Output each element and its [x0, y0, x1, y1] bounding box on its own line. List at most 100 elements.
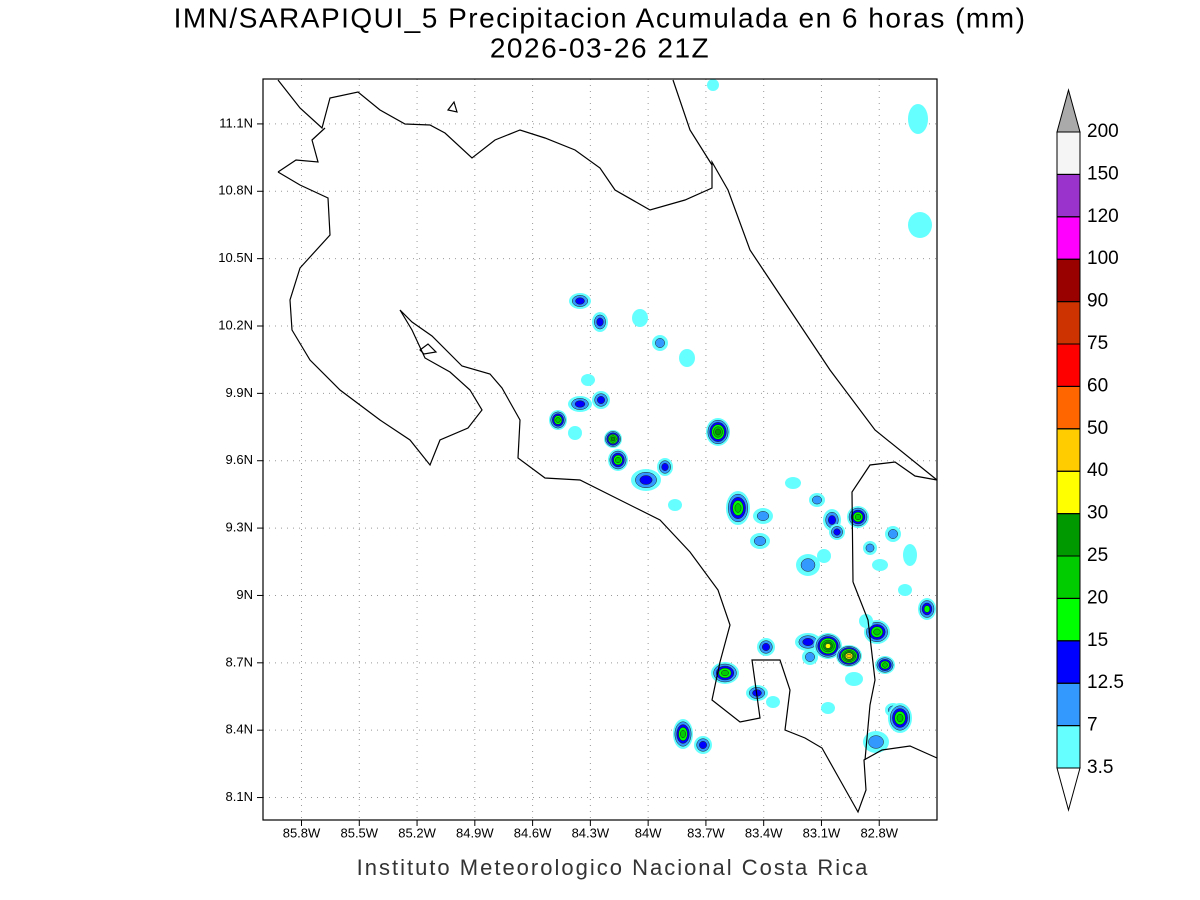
lon-tick-label: 83.4W	[745, 825, 783, 840]
rain-cell	[699, 741, 707, 749]
rain-cell	[817, 549, 831, 563]
rain-cell	[908, 212, 932, 238]
rain-cell	[568, 426, 582, 440]
rain-cell	[865, 543, 875, 553]
lon-tick-label: 84W	[635, 825, 662, 840]
rain-cell	[923, 605, 931, 613]
footer: Instituto Meteorologico Nacional Costa R…	[357, 855, 870, 880]
colorbar-label: 100	[1087, 248, 1119, 269]
precipitation-field	[549, 79, 936, 754]
rain-cell	[812, 495, 822, 505]
rain-cell	[632, 309, 648, 327]
coastline	[277, 79, 938, 481]
rain-cell	[833, 528, 841, 536]
lat-tick-label: 10.2N	[218, 317, 253, 332]
rain-cell	[575, 297, 585, 305]
rain-cell	[679, 349, 695, 367]
lon-tick-label: 82.8W	[860, 825, 898, 840]
colorbar-box	[1056, 513, 1081, 557]
colorbar-box	[1056, 640, 1081, 684]
lon-tick-label: 83.7W	[687, 825, 725, 840]
title: IMN/SARAPIQUI_5 Precipitacion Acumulada …	[174, 2, 1027, 33]
colorbar-box	[1056, 470, 1081, 515]
rain-cell	[896, 713, 904, 723]
colorbar-label: 75	[1087, 333, 1108, 354]
rain-cell	[903, 544, 917, 566]
rain-cell	[753, 536, 767, 546]
lat-tick-label: 9N	[236, 587, 253, 602]
rain-cell	[800, 558, 816, 572]
lat-tick-label: 9.9N	[226, 385, 253, 400]
rain-cell	[668, 499, 682, 511]
subtitle: 2026-03-26 21Z	[490, 32, 710, 63]
lon-tick-label: 83.1W	[803, 825, 841, 840]
rain-cell	[615, 456, 621, 464]
map-frame	[262, 78, 938, 821]
rain-cell	[639, 475, 653, 485]
rain-cell	[756, 511, 770, 521]
colorbar-label: 3.5	[1087, 757, 1113, 778]
lon-tick-label: 84.9W	[456, 825, 494, 840]
rain-cell	[655, 338, 665, 348]
rain-cell	[873, 628, 881, 636]
colorbar-under	[1056, 767, 1081, 812]
rain-cell	[715, 428, 721, 436]
lat-tick-label: 10.5N	[218, 250, 253, 265]
colorbar-box	[1056, 725, 1081, 769]
rain-cell	[868, 735, 884, 749]
rain-cell	[596, 317, 604, 327]
colorbar-box	[1056, 428, 1081, 472]
colorbar-box	[1056, 216, 1081, 260]
rain-cell	[555, 417, 561, 423]
lon-tick-label: 84.6W	[514, 825, 552, 840]
colorbar-label: 12.5	[1087, 672, 1124, 693]
rain-cell	[859, 614, 873, 628]
colorbar-label: 120	[1087, 206, 1119, 227]
colorbar-over	[1056, 88, 1081, 133]
rain-cell	[846, 653, 852, 659]
colorbar-box	[1056, 173, 1081, 218]
colorbar-box	[1056, 555, 1081, 599]
lat-tick-label: 9.6N	[226, 452, 253, 467]
grid: 85.8W 85.5W 85.2W 84.9W 84.6W 84.3W 84W 83.7W 83…	[218, 79, 937, 840]
colorbar-label: 7	[1087, 715, 1098, 736]
rain-cell	[854, 513, 862, 521]
rain-cell	[707, 79, 719, 91]
rain-cell	[828, 515, 836, 525]
rain-cell	[888, 529, 898, 539]
colorbar-box	[1056, 682, 1081, 727]
colorbar-label: 20	[1087, 587, 1108, 608]
colorbar-box	[1056, 385, 1081, 430]
rain-cell	[762, 643, 770, 651]
lat-tick-label: 8.4N	[226, 722, 253, 737]
colorbar-label: 15	[1087, 630, 1108, 651]
rain-cell	[661, 463, 669, 471]
rain-cell	[680, 729, 686, 739]
coastline	[672, 79, 713, 166]
lat-tick-label: 9.3N	[226, 520, 253, 535]
lon-tick-label: 85.5W	[340, 825, 378, 840]
colorbar-label: 50	[1087, 418, 1108, 439]
border	[851, 461, 938, 761]
island	[419, 100, 458, 355]
rain-cell	[805, 652, 815, 662]
colorbar-label: 200	[1087, 121, 1119, 142]
rain-cell	[734, 503, 742, 513]
colorbar-label: 60	[1087, 375, 1108, 396]
colorbar-box	[1056, 131, 1081, 175]
rain-cell	[898, 584, 912, 596]
colorbar: 3.5 7 12.5 15 20 25 30 40 50 60 75 90 100 120 150 200	[1056, 88, 1124, 812]
lon-tick-label: 85.8W	[283, 825, 321, 840]
rain-cell	[845, 672, 863, 686]
colorbar-label: 30	[1087, 503, 1108, 524]
colorbar-box	[1056, 301, 1081, 345]
lon-tick-label: 84.3W	[572, 825, 610, 840]
lat-tick-label: 8.1N	[226, 789, 253, 804]
lat-tick-label: 11.1N	[219, 115, 253, 130]
colorbar-box	[1056, 343, 1081, 387]
lon-tick-label: 85.2W	[398, 825, 436, 840]
rain-cell	[610, 436, 616, 442]
colorbar-label: 25	[1087, 545, 1108, 566]
rain-cell	[908, 104, 928, 134]
rain-cell	[882, 662, 888, 668]
